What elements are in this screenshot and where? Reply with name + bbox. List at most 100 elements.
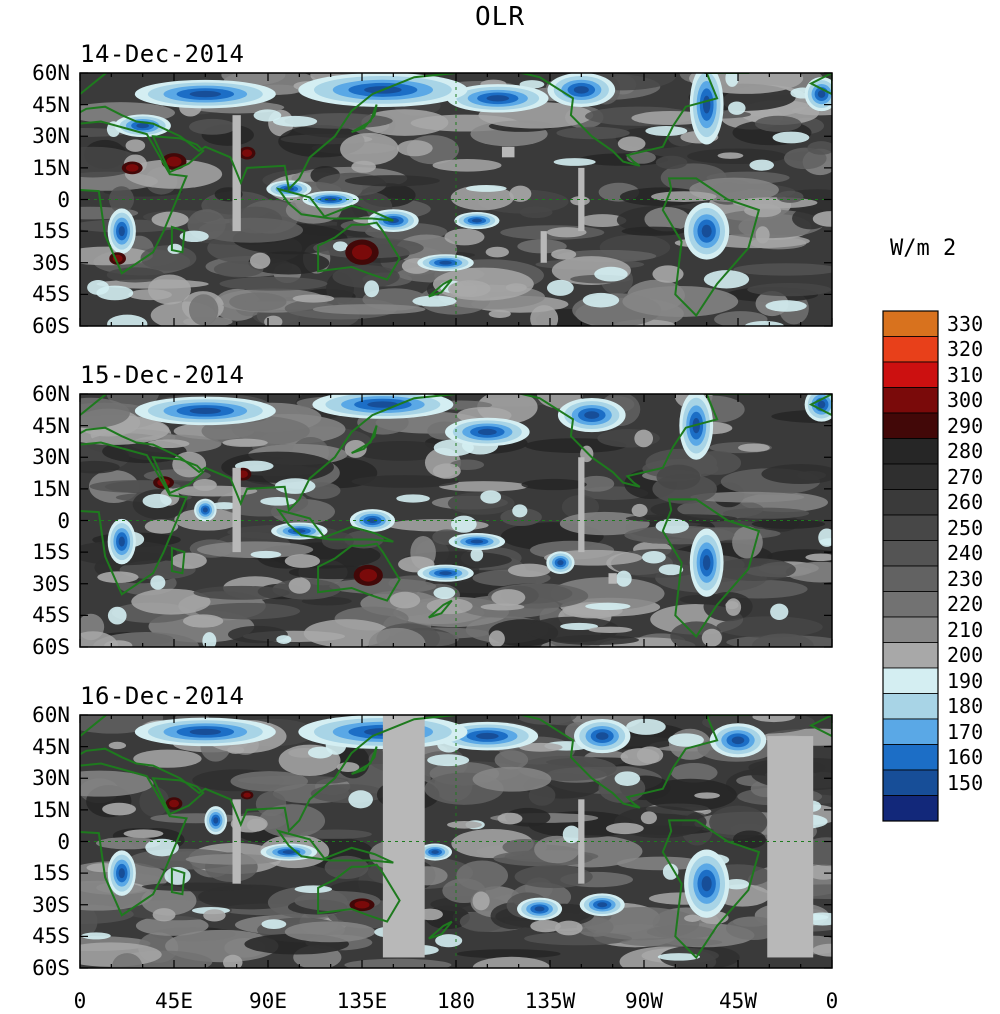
low-olr-region — [573, 86, 589, 94]
coastline-japan — [351, 104, 378, 133]
lat-tick-label: 30S — [32, 571, 70, 596]
lat-tick-label: 0 — [57, 187, 70, 212]
colorbar-swatch — [882, 565, 939, 592]
olr-contour-patch — [81, 932, 111, 940]
colorbar-unit: W/m 2 — [890, 236, 957, 261]
low-olr-region — [702, 95, 711, 114]
lat-tick-label: 45S — [32, 603, 70, 628]
olr-contour-patch — [222, 438, 268, 447]
olr-contour-patch — [470, 548, 484, 562]
olr-contour-patch — [507, 563, 551, 577]
low-olr-region — [534, 906, 545, 912]
olr-contour-patch — [725, 598, 742, 616]
olr-contour-patch — [456, 949, 561, 959]
olr-contour-patch — [652, 265, 684, 283]
lat-tick-label: 45N — [32, 734, 70, 759]
olr-contour-patch — [578, 214, 627, 228]
olr-contour-patch — [396, 494, 430, 503]
olr-contour-patch — [722, 507, 810, 519]
olr-contour-patch — [412, 295, 457, 307]
coastline-nz — [428, 278, 453, 298]
low-olr-region — [118, 226, 125, 237]
coastline-indonesia — [275, 508, 394, 543]
lat-tick-label: 60S — [32, 314, 70, 338]
low-olr-region — [202, 507, 208, 513]
lat-tick-label: 45S — [32, 282, 70, 307]
low-olr-region — [470, 539, 484, 544]
olr-contour-patch — [670, 762, 718, 783]
coastline-eurasia — [80, 394, 457, 513]
olr-contour-patch — [336, 762, 360, 773]
olr-contour-patch — [125, 139, 146, 152]
olr-contour-patch — [642, 550, 666, 564]
olr-contour-patch — [80, 880, 153, 911]
olr-contour-patch — [308, 746, 333, 759]
olr-contour-patch — [264, 315, 283, 326]
olr-contour-patch — [250, 550, 282, 559]
missing-data-swath — [578, 799, 585, 884]
low-olr-region — [367, 401, 399, 408]
olr-contour-patch — [193, 585, 290, 600]
olr-contour-patch — [303, 619, 391, 647]
olr-contour-patch — [170, 552, 207, 569]
olr-contour-patch — [738, 443, 770, 452]
olr-contour-patch — [102, 802, 136, 816]
coastline-africa — [80, 120, 188, 275]
olr-contour-patch — [553, 158, 596, 166]
olr-contour-patch — [617, 856, 705, 871]
olr-contour-patch — [732, 197, 818, 209]
olr-contour-patch — [818, 528, 832, 547]
olr-contour-patch — [776, 190, 804, 203]
olr-contour-patch — [679, 594, 726, 605]
olr-contour-patch — [617, 136, 646, 152]
olr-contour-patch — [340, 132, 399, 166]
olr-contour-patch — [491, 589, 526, 606]
olr-contour-patch — [354, 440, 449, 461]
colorbar-label: 320 — [947, 337, 984, 362]
coastline-n_america — [517, 394, 719, 488]
missing-data-swath — [767, 736, 814, 958]
olr-contour-patch — [605, 822, 644, 835]
olr-contour-patch — [151, 211, 189, 228]
coastline-japan — [351, 746, 378, 775]
lat-tick-label: 60N — [32, 61, 70, 85]
low-olr-region — [136, 123, 149, 129]
olr-contour-patch — [438, 481, 528, 492]
olr-contour-patch — [135, 915, 209, 936]
olr-contour-patch — [351, 160, 376, 173]
olr-contour-patch — [368, 627, 426, 647]
olr-contour-patch — [634, 429, 654, 448]
lon-tick-label: 0 — [825, 989, 839, 1013]
olr-contour-patch — [625, 514, 738, 523]
olr-contour-patch — [229, 292, 287, 312]
olr-contour-patch — [324, 855, 369, 880]
colorbar-label: 220 — [947, 592, 984, 617]
coastline-ant_tip — [808, 394, 832, 417]
colorbar-label: 190 — [947, 668, 984, 693]
coastline-n_america — [517, 715, 719, 809]
coastline-australia — [317, 863, 401, 923]
olr-contour-patch — [104, 640, 133, 647]
olr-contour-patch — [546, 227, 587, 238]
high-olr-region — [359, 568, 378, 582]
olr-contour-patch — [80, 397, 130, 429]
olr-contour-patch — [556, 126, 630, 140]
olr-contour-patch — [197, 541, 314, 559]
olr-contour-patch — [656, 464, 701, 490]
olr-contour-patch — [701, 628, 722, 647]
olr-contour-patch — [690, 491, 805, 503]
olr-contour-patch — [272, 115, 318, 127]
olr-contour-patch — [772, 131, 810, 144]
coastline-madagascar — [170, 867, 186, 896]
olr-contour-patch — [433, 586, 456, 600]
olr-contour-patch — [621, 226, 686, 236]
olr-contour-patch — [432, 159, 502, 172]
colorbar-swatch — [882, 744, 939, 771]
olr-contour-patch — [514, 865, 593, 889]
lat-tick-label: 15N — [32, 155, 70, 180]
olr-contour-patch — [765, 300, 807, 312]
olr-contour-patch — [754, 115, 802, 132]
lon-tick-label: 135E — [336, 989, 388, 1013]
olr-contour-patch — [812, 943, 832, 957]
olr-contour-patch — [480, 490, 502, 504]
